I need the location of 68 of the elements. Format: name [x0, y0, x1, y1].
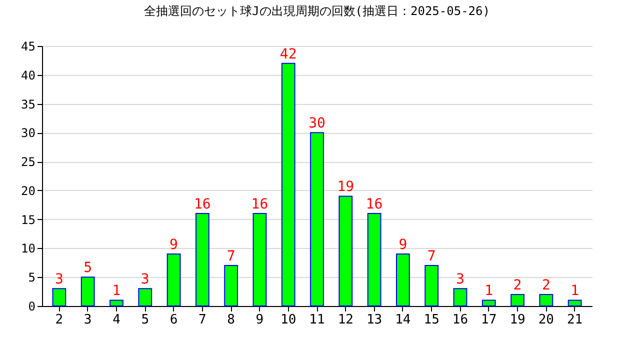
bar — [224, 265, 238, 306]
data-label: 16 — [366, 196, 383, 213]
y-tick-label: 30 — [21, 126, 36, 140]
data-label: 2 — [542, 277, 550, 294]
bar — [396, 254, 410, 306]
x-tick-label: 14 — [395, 312, 411, 328]
data-label: 1 — [570, 283, 580, 300]
bar — [510, 294, 524, 306]
bar — [568, 300, 582, 306]
x-tick-label: 19 — [510, 312, 526, 328]
y-tick-label: 45 — [21, 40, 36, 54]
data-label: 5 — [84, 260, 92, 276]
bar — [110, 300, 124, 306]
data-label: 1 — [112, 283, 121, 300]
x-tick-label: 15 — [424, 312, 440, 328]
data-label: 9 — [170, 237, 178, 253]
x-tick-label: 5 — [141, 312, 150, 328]
bar — [166, 254, 181, 306]
bar — [80, 276, 95, 306]
data-label: 42 — [280, 46, 297, 62]
data-label: 3 — [140, 272, 150, 288]
data-label: 16 — [194, 196, 211, 213]
data-label: 19 — [337, 179, 354, 196]
bar — [310, 132, 324, 306]
bar — [338, 196, 353, 306]
x-tick-label: 13 — [366, 312, 382, 328]
data-label: 7 — [427, 248, 436, 265]
data-label: 30 — [308, 116, 326, 132]
bar — [138, 288, 152, 306]
y-tick-label: 5 — [28, 270, 36, 285]
y-tick-label: 40 — [21, 68, 36, 82]
y-tick-label: 0 — [28, 300, 36, 314]
bar — [52, 288, 66, 306]
x-tick-label: 7 — [198, 312, 206, 328]
x-tick-label: 2 — [55, 312, 64, 328]
bar — [482, 300, 496, 306]
y-tick-label: 35 — [21, 97, 36, 112]
bar — [367, 213, 382, 306]
bar — [195, 213, 210, 306]
data-label: 16 — [251, 196, 268, 213]
x-tick-label: 17 — [481, 312, 497, 328]
y-tick-label: 10 — [21, 242, 36, 256]
data-label: 7 — [226, 248, 236, 265]
bar — [281, 62, 296, 306]
data-label: 3 — [54, 272, 64, 288]
data-label: 2 — [513, 277, 522, 294]
bar — [424, 265, 439, 306]
x-tick-label: 11 — [309, 312, 325, 328]
x-tick-label: 8 — [227, 312, 235, 328]
data-label: 3 — [456, 272, 464, 288]
data-label: 9 — [398, 237, 408, 253]
x-tick-label: 21 — [566, 312, 583, 328]
x-tick-label: 4 — [112, 312, 121, 328]
x-tick-label: 16 — [452, 312, 468, 328]
x-tick-label: 12 — [338, 312, 354, 328]
x-tick-label: 6 — [170, 312, 178, 328]
x-tick-label: 20 — [538, 312, 554, 328]
chart-title: 全抽選回のセット球Jの出現周期の回数(抽選日：2025-05-26) — [144, 4, 490, 18]
y-tick-label: 25 — [21, 155, 36, 170]
bar — [453, 288, 468, 306]
x-tick-label: 3 — [84, 312, 92, 328]
data-label: 1 — [484, 283, 494, 300]
bar — [539, 294, 554, 306]
y-tick-label: 15 — [21, 212, 36, 227]
x-tick-label: 9 — [256, 312, 264, 328]
y-tick-label: 20 — [21, 184, 36, 198]
bar — [252, 213, 267, 306]
x-tick-label: 10 — [280, 312, 296, 328]
